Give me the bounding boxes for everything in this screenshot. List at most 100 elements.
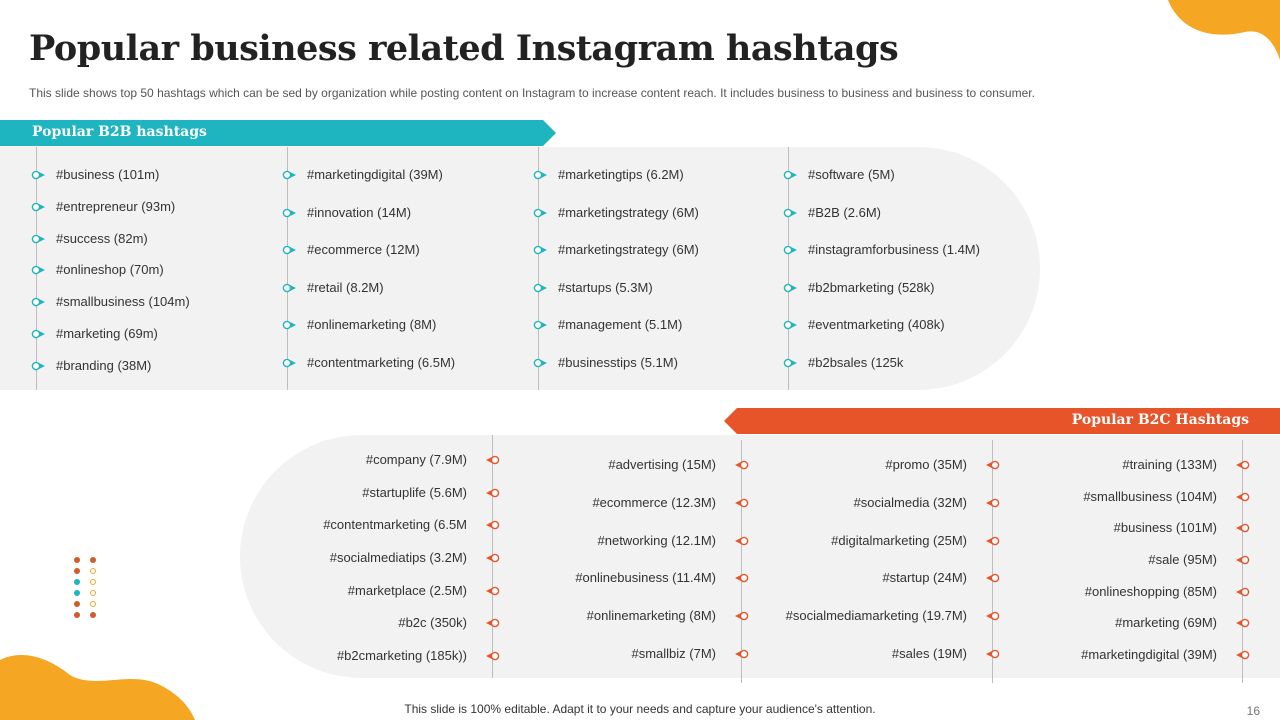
- b2b-column-1: #business (101m) #entrepreneur (93m) #succ…: [0, 147, 240, 390]
- b2c-hashtag: #socialmediamarketing (19.7M): [743, 606, 1000, 626]
- hashtag-label: #ecommerce (12M): [307, 242, 420, 257]
- hashtag-label: #marketing (69M): [1115, 615, 1217, 631]
- dot: [90, 612, 96, 618]
- b2c-hashtag: #networking (12.1M): [492, 531, 749, 551]
- pin-marker-icon: [486, 455, 500, 465]
- hashtag-label: #software (5M): [808, 167, 895, 182]
- pin-marker-icon: [282, 208, 296, 217]
- page-number: 16: [1246, 704, 1260, 718]
- pin-marker-icon: [986, 536, 1000, 545]
- pin-marker-icon: [986, 574, 1000, 583]
- b2b-hashtag: #startups (5.3M): [502, 278, 742, 298]
- b2b-hashtag: #management (5.1M): [502, 315, 742, 335]
- pin-marker-icon: [1236, 524, 1250, 533]
- hashtag-label: #startup (24M): [882, 570, 967, 586]
- slide-title: Popular business related Instagram hasht…: [29, 28, 899, 69]
- b2c-hashtag: #sales (19M): [743, 644, 1000, 664]
- bottom-left-blob-decoration: [0, 655, 195, 720]
- hashtag-label: #business (101m): [56, 167, 160, 182]
- b2b-hashtag: #marketing (69m): [0, 324, 240, 344]
- slide-footer: This slide is 100% editable. Adapt it to…: [404, 702, 876, 716]
- b2b-hashtag: #marketingstrategy (6M): [502, 240, 742, 260]
- b2c-hashtag: #onlineshopping (85M): [993, 582, 1250, 602]
- slide-subtitle: This slide shows top 50 hashtags which c…: [29, 86, 1035, 100]
- b2c-hashtag: #onlinebusiness (11.4M): [492, 568, 749, 588]
- pin-marker-icon: [533, 208, 547, 217]
- dot-row: [74, 568, 96, 574]
- b2b-heading: Popular B2B hashtags: [32, 124, 207, 140]
- hashtag-label: #B2B (2.6M): [808, 204, 881, 220]
- b2c-column-2: #advertising (15M) #ecommerce (12.3M) #net…: [492, 440, 749, 683]
- hashtag-label: #socialmediatips (3.2M): [329, 550, 467, 566]
- pin-marker-icon: [282, 358, 296, 367]
- dot: [90, 590, 96, 596]
- hashtag-label: #smallbusiness (104M): [1083, 488, 1217, 504]
- b2c-hashtag: #marketplace (2.5M): [243, 581, 500, 601]
- b2c-hashtag: #business (101M): [993, 518, 1250, 538]
- pin-marker-icon: [31, 170, 45, 180]
- hashtag-label: #instagramforbusiness (1.4M): [808, 242, 980, 257]
- dot-row: [74, 601, 96, 607]
- b2b-hashtag: #marketingtips (6.2M): [502, 165, 742, 185]
- hashtag-label: #management (5.1M): [558, 317, 683, 332]
- b2c-hashtag: #sale (95M): [993, 550, 1250, 570]
- pin-marker-icon: [282, 283, 296, 292]
- b2c-hashtag-list: #promo (35M) #socialmedia (32M) #digitalma…: [743, 440, 1000, 664]
- hashtag-label: #startuplife (5.6M): [362, 484, 467, 500]
- b2c-column-4: #training (133M) #smallbusiness (104M) #bu…: [993, 440, 1250, 683]
- pin-marker-icon: [533, 245, 547, 255]
- hashtag-label: #marketingdigital (39M): [1081, 647, 1217, 663]
- pin-marker-icon: [533, 170, 547, 180]
- hashtag-label: #marketingstrategy (6M): [558, 204, 699, 220]
- hashtag-label: #eventmarketing (408k): [808, 317, 945, 332]
- pin-marker-icon: [783, 170, 797, 180]
- pin-marker-icon: [1236, 555, 1250, 565]
- b2c-hashtag: #marketing (69M): [993, 613, 1250, 633]
- pin-marker-icon: [735, 611, 749, 621]
- hashtag-label: #businesstips (5.1M): [558, 354, 678, 370]
- b2b-column-4: #software (5M) #B2B (2.6M) #instagramforbu…: [752, 147, 992, 390]
- hashtag-label: #smallbiz (7M): [631, 645, 716, 661]
- hashtag-label: #entrepreneur (93m): [56, 198, 176, 214]
- b2c-hashtag: #startup (24M): [743, 568, 1000, 588]
- pin-marker-icon: [31, 202, 45, 212]
- hashtag-label: #company (7.9M): [365, 452, 467, 467]
- pin-marker-icon: [282, 170, 296, 180]
- hashtag-label: #innovation (14M): [307, 204, 412, 220]
- b2b-hashtag: #branding (38M): [0, 356, 240, 376]
- hashtag-label: #sale (95M): [1148, 552, 1217, 568]
- pin-marker-icon: [282, 245, 296, 255]
- hashtag-label: #networking (12.1M): [597, 532, 717, 548]
- b2b-hashtag-list: #marketingtips (6.2M) #marketingstrategy …: [502, 147, 742, 373]
- b2b-hashtag: #marketingstrategy (6M): [502, 203, 742, 223]
- hashtag-label: #onlineshopping (85M): [1084, 583, 1217, 599]
- b2b-column-line: [788, 147, 789, 390]
- hashtag-label: #contentmarketing (6.5M): [307, 354, 456, 370]
- pin-marker-icon: [1236, 619, 1250, 628]
- b2c-hashtag-list: #training (133M) #smallbusiness (104M) #bu…: [993, 440, 1250, 665]
- hashtag-label: #advertising (15M): [608, 457, 716, 472]
- b2c-panel: [240, 435, 1280, 678]
- hashtag-label: #startups (5.3M): [558, 279, 653, 295]
- pin-marker-icon: [783, 245, 797, 255]
- hashtag-label: #sales (19M): [891, 645, 967, 661]
- pin-marker-icon: [31, 297, 45, 307]
- b2b-panel: [0, 147, 1040, 390]
- b2b-hashtag-list: #marketingdigital (39M) #innovation (14M)…: [251, 147, 491, 373]
- hashtag-label: #onlinemarketing (8M): [586, 608, 716, 624]
- b2c-hashtag: #smallbiz (7M): [492, 644, 749, 664]
- hashtag-label: #business (101M): [1113, 520, 1217, 536]
- b2c-hashtag: #socialmediatips (3.2M): [243, 548, 500, 568]
- b2c-hashtag: #b2cmarketing (185k)): [243, 646, 500, 666]
- b2c-column-line: [741, 440, 742, 683]
- b2c-hashtag: #marketingdigital (39M): [993, 645, 1250, 665]
- pin-marker-icon: [533, 283, 547, 292]
- b2c-hashtag: #ecommerce (12.3M): [492, 493, 749, 513]
- pin-marker-icon: [486, 651, 500, 661]
- hashtag-label: #branding (38M): [56, 357, 152, 373]
- pin-marker-icon: [31, 329, 45, 339]
- pin-marker-icon: [735, 649, 749, 659]
- top-right-blob-decoration: [1168, 0, 1280, 60]
- pin-marker-icon: [783, 358, 797, 367]
- b2c-hashtag-list: #advertising (15M) #ecommerce (12.3M) #net…: [492, 440, 749, 664]
